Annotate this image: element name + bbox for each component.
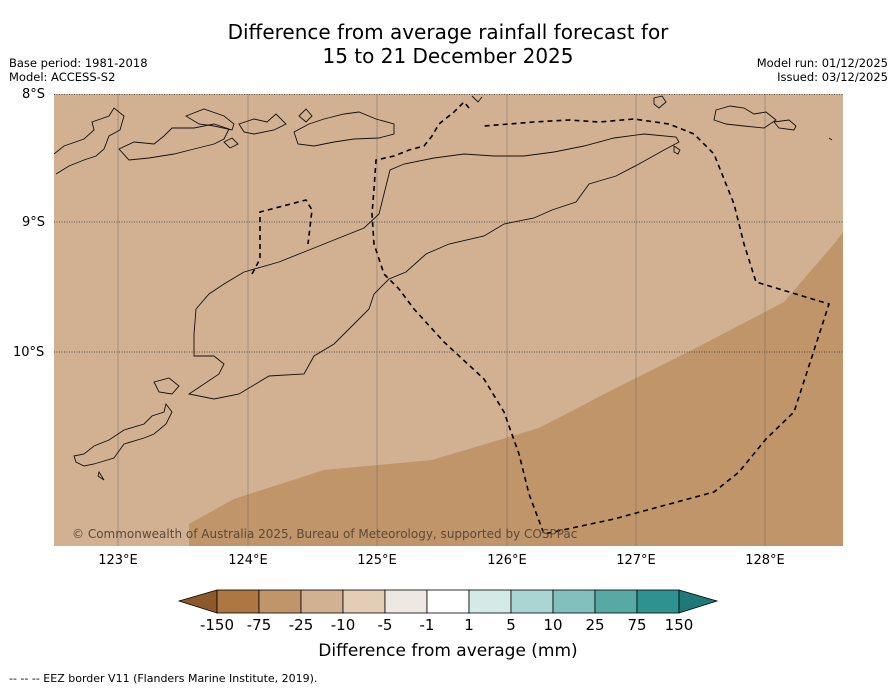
colorbar-bin [552,589,596,614]
wetar-island [298,108,313,123]
mid-dry-region [189,232,843,546]
colorbar-bin [636,589,680,614]
colorbar-bin [468,589,512,614]
colorbar-tick: -150 [199,616,235,634]
timor-east-tip [673,145,681,155]
colorbar [178,589,719,614]
colorbar-bin [258,589,302,614]
colorbar-tick: -75 [246,616,272,634]
title-line-2: 15 to 21 December 2025 [322,44,574,68]
lon-label-127e: 127°E [616,553,656,568]
lon-label-126e: 126°E [487,553,527,568]
colorbar-tick: 150 [664,616,694,634]
meta-right: Model run: 01/12/2025 Issued: 03/12/2025 [757,56,888,84]
model-name: Model: ACCESS-S2 [9,70,116,84]
issued-date: Issued: 03/12/2025 [777,70,888,84]
colorbar-tick: 5 [506,616,516,634]
tanimbar-islet [653,95,667,109]
lon-label-123e: 123°E [98,553,138,568]
sermata-island [773,119,797,131]
colorbar-bin [342,589,386,614]
base-period: Base period: 1981-2018 [9,56,148,70]
flores-coast [54,107,125,175]
colorbar-bin [384,589,428,614]
rote-island [73,402,173,467]
lat-label-8s: 8°S [22,87,46,102]
eez-border [251,100,831,535]
map-title: Difference from average rainfall forecas… [0,20,896,68]
colorbar-title: Difference from average (mm) [318,641,578,661]
colorbar-high-extend [678,589,719,614]
colorbar-bin [594,589,638,614]
colorbar-tick: 25 [585,616,605,634]
leti-islet [828,137,833,141]
semau-island [153,377,180,395]
colorbar-tick: -10 [330,616,356,634]
alor-island [293,111,395,147]
rainfall-map[interactable] [54,94,843,546]
copyright-credit: © Commonwealth of Australia 2025, Bureau… [72,527,578,541]
colorbar-tick: 10 [543,616,563,634]
colorbar-low-extend [178,589,218,614]
colorbar-tick: 1 [464,616,474,634]
graticule [117,94,766,546]
lon-label-124e: 124°E [228,553,268,568]
eez-line-timor-leste [251,199,313,275]
latitude-lines [54,94,843,353]
colorbar-bin [300,589,344,614]
timor-island [187,133,680,400]
eez-footnote: -- -- -- EEZ border V11 (Flanders Marine… [9,672,318,685]
colorbar-bin [216,589,260,614]
coastlines [54,95,833,481]
top-islet [471,95,483,103]
lat-label-9s: 9°S [22,215,46,230]
colorbar-tick: 75 [627,616,647,634]
meta-left: Base period: 1981-2018 Model: ACCESS-S2 [9,56,148,84]
babar-island [713,105,777,129]
lembata-island [184,108,235,131]
pantar-island [238,113,287,135]
colorbar-tick: -1 [419,616,435,634]
colorbar-tick: -5 [377,616,393,634]
lon-label-128e: 128°E [745,553,785,568]
colorbar-tick: -25 [288,616,314,634]
lat-label-10s: 10°S [13,345,45,360]
model-run: Model run: 01/12/2025 [756,56,888,70]
savu-islet [97,470,105,481]
lon-label-125e: 125°E [357,553,397,568]
colorbar-bin [426,589,470,614]
atauro-island [223,137,239,149]
colorbar-bin [510,589,554,614]
title-line-1: Difference from average rainfall forecas… [227,20,669,44]
